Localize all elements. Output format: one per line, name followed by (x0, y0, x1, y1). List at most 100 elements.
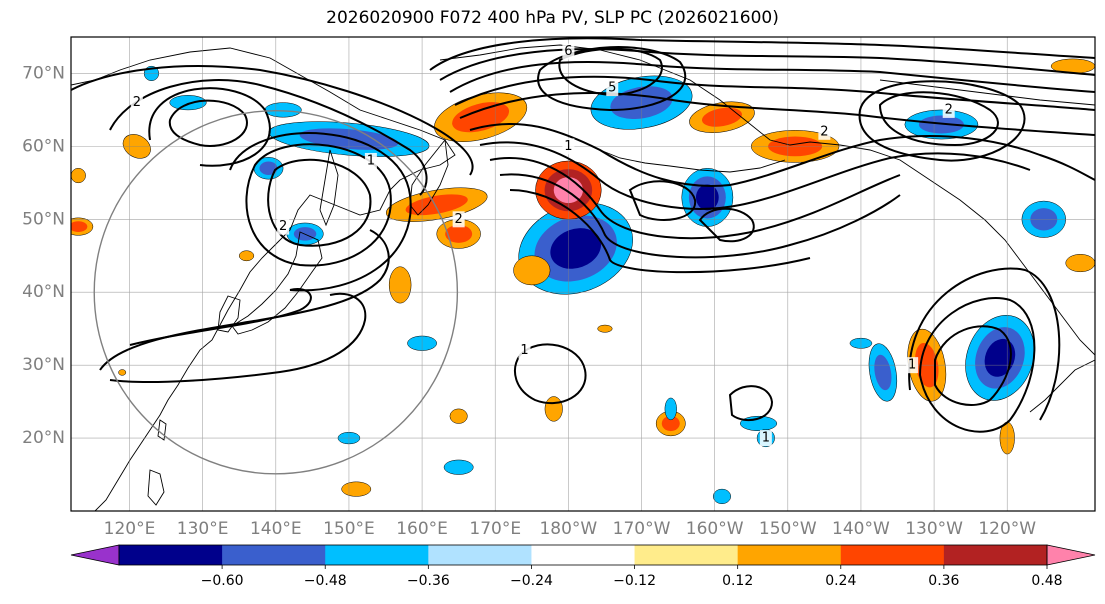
pv-shading-level (405, 194, 468, 216)
contour-label: 2 (455, 212, 463, 227)
colorbar-segment (943, 545, 1048, 565)
latitude-labels: 20°N 30°N 40°N 50°N 60°N 70°N (22, 63, 65, 448)
contour-japan-low-3 (229, 132, 412, 292)
pv-shading-level (918, 115, 964, 134)
contour-label: 1 (367, 153, 375, 168)
pv-shading-level (712, 488, 731, 504)
contour-label: 2 (945, 102, 953, 117)
pv-shading-level (71, 221, 88, 232)
pv-shading-level (443, 459, 474, 475)
pv-shading-level (597, 324, 613, 333)
pv-shading-level (664, 397, 677, 421)
colorbar-tick-label: −0.60 (201, 573, 244, 589)
contour-canada-low-1 (878, 91, 999, 147)
coastline-canada-arctic (879, 79, 1095, 106)
colorbar-extend-high (1046, 544, 1096, 566)
coastline-sakhalin (319, 149, 339, 227)
colorbar-tick-label: −0.48 (304, 573, 347, 589)
map-area: 2 1 2 1 1 1 2 1 2 6 5 2 (71, 37, 1095, 511)
lat-tick-label: 50°N (22, 209, 65, 229)
pv-anomaly-siberia-east (264, 102, 302, 118)
colorbar-segment (634, 545, 739, 565)
contour-japan-low-2 (245, 143, 392, 267)
contour-label: 6 (564, 44, 572, 59)
pv-shading-level (984, 338, 1016, 377)
slp-pc-contours (71, 37, 1095, 433)
contour-label-bg (906, 357, 919, 374)
pv-anomaly-tropics-14 (118, 369, 127, 376)
pv-shading-level (264, 102, 302, 118)
colorbar-segment (531, 545, 636, 565)
lon-tick-label: 140°W (832, 519, 890, 539)
map-frame (70, 36, 1096, 512)
pv-anomaly-siberia-west (71, 168, 86, 184)
lon-tick-label: 160°E (396, 519, 448, 539)
pv-anomaly-tropics-7 (597, 324, 613, 333)
contour-label: 2 (133, 95, 141, 110)
contour-label: 1 (520, 343, 528, 358)
contour-japan-low-1 (267, 158, 372, 247)
colorbar-segment (428, 545, 532, 565)
contour-label-bg (364, 152, 377, 169)
contour-label: 5 (608, 81, 616, 96)
lon-tick-label: 160°W (686, 519, 744, 539)
contour-arctic-jet-3 (449, 61, 1095, 93)
contour-east-pacific-low-2 (918, 297, 1036, 433)
pv-anomaly-california (965, 314, 1035, 401)
pv-shading-level (388, 266, 412, 304)
contour-low-center-6 (558, 47, 663, 97)
contour-wave-3 (489, 157, 901, 240)
pv-shading-level (701, 107, 742, 127)
pv-anomaly-northwest-canada (904, 109, 979, 140)
pv-shading-level (550, 228, 602, 269)
contour-wave-1 (469, 122, 1095, 187)
contour-central-pacific-low (514, 343, 587, 405)
colorbar: −0.60 −0.48 −0.36 −0.24 −0.12 0.12 0.24 0.36 0.4… (70, 544, 1096, 589)
colorbar-segment (840, 545, 945, 565)
contour-label-bg (942, 101, 955, 118)
pv-shading-level (169, 95, 207, 111)
contour-low-center-5 (537, 46, 687, 112)
pv-anomaly-tropics-2 (544, 396, 563, 422)
pv-shading-level (71, 168, 86, 184)
pv-shading-level (259, 161, 278, 175)
colorbar-extend-low (70, 544, 120, 566)
contour-label-bg (518, 342, 531, 359)
colorbar-tick-label: 0.12 (722, 573, 753, 589)
colorbar-segment (119, 545, 223, 565)
coastline-korea (217, 295, 241, 333)
pv-anomaly-honshu-east (388, 266, 412, 304)
contour-arctic-jet-4 (454, 75, 1095, 111)
pv-shading-level (695, 184, 719, 211)
pv-anomaly-tropics-9 (664, 397, 677, 421)
pv-anomaly-subtropical-low (868, 343, 898, 402)
contour-label: 2 (279, 219, 287, 234)
contour-label-bg (452, 211, 465, 228)
range-circle (93, 109, 459, 475)
pv-anomaly-mongolia (169, 95, 207, 111)
pv-anomaly-pacific-east-of-japan (436, 219, 481, 249)
contour-wave-2 (479, 141, 1031, 210)
coastline-philippines (147, 469, 165, 506)
longitude-labels: 120°E 130°E 140°E 150°E 160°E 170°E 180°W 170°W… (104, 519, 1037, 539)
lon-tick-label: 150°E (323, 519, 375, 539)
plot-title: 2026020900 F072 400 hPa PV, SLP PC (2026… (326, 8, 779, 28)
lon-tick-label: 120°W (978, 519, 1036, 539)
contour-mid-pacific-small (728, 385, 774, 422)
contour-east-pacific-low-1 (934, 325, 1012, 406)
pv-anomaly-northern-rockies (1065, 254, 1095, 273)
lon-tick-label: 150°W (759, 519, 817, 539)
contour-label: 2 (820, 124, 828, 139)
pv-shading-level (1065, 254, 1095, 273)
pv-anomaly-tropics-3 (655, 410, 686, 437)
contour-label-bg (562, 43, 575, 60)
lon-tick-label: 120°E (104, 519, 156, 539)
lat-tick-label: 70°N (22, 63, 65, 83)
contour-label: 1 (908, 358, 916, 373)
lon-tick-label: 140°E (250, 519, 302, 539)
contour-label-bg (606, 80, 619, 97)
pv-shading-level (238, 250, 255, 262)
contour-asia-ridge-outer (71, 65, 474, 176)
contour-label: 1 (564, 139, 572, 154)
